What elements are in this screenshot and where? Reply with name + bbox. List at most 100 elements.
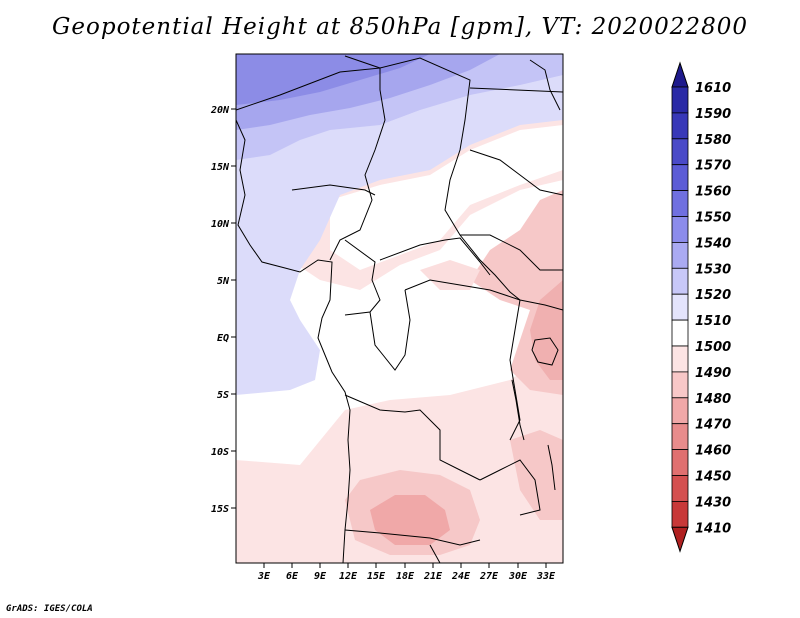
field-1520-band xyxy=(236,54,563,395)
lon-tick: 30E xyxy=(508,563,528,582)
colorbar-swatch xyxy=(671,267,689,295)
lon-label: 27E xyxy=(479,571,499,582)
colorbar-swatch xyxy=(671,423,689,451)
lon-label: 9E xyxy=(314,571,327,582)
colorbar-label: 1490 xyxy=(695,366,731,381)
field-1510-band xyxy=(236,180,563,465)
border-egypt-sudan xyxy=(469,87,563,93)
height-field xyxy=(236,54,563,563)
field-1480-south xyxy=(370,495,450,545)
colorbar-max-arrow xyxy=(671,61,689,88)
colorbar-swatch xyxy=(671,86,689,114)
border-botswana xyxy=(429,544,441,563)
lat-tick: 5S xyxy=(217,390,236,401)
colorbar-label: 1530 xyxy=(695,262,731,277)
lon-label: 30E xyxy=(508,571,528,582)
red-sea-coast xyxy=(529,59,561,111)
lake-malawi xyxy=(547,444,556,491)
field-1510-band-north xyxy=(330,125,563,270)
lon-label: 18E xyxy=(396,571,415,582)
colorbar-label: 1610 xyxy=(695,81,731,96)
colorbar-label: 1520 xyxy=(695,288,731,303)
lat-label: 15N xyxy=(211,162,230,173)
lon-tick: 24E xyxy=(451,563,471,582)
lat-tick: 5N xyxy=(217,276,236,287)
colorbar-label: 1590 xyxy=(695,107,731,122)
border-car xyxy=(379,237,491,276)
lon-tick: 18E xyxy=(396,563,415,582)
lon-label: 6E xyxy=(286,571,299,582)
colorbar-swatch xyxy=(671,190,689,217)
colorbar-label: 1470 xyxy=(695,418,731,433)
colorbar-label: 1430 xyxy=(695,495,731,510)
lat-tick: 10S xyxy=(211,447,236,458)
field-1510-blue-patch xyxy=(236,180,300,260)
border-libya xyxy=(344,55,381,69)
colorbar-label: 1560 xyxy=(695,185,731,200)
border-sahel xyxy=(236,67,386,261)
lon-label: 33E xyxy=(536,571,556,582)
colorbar-label: 1580 xyxy=(695,133,731,148)
lon-axis: 3E 6E 9E 12E 15E 18E 21E 24E 27E 30E 33E xyxy=(257,563,556,582)
colorbar-swatch xyxy=(671,500,689,528)
lon-tick: 6E xyxy=(286,563,299,582)
lat-tick: 15S xyxy=(211,504,236,515)
field-1550-band xyxy=(236,54,430,105)
border-ethiopia xyxy=(469,149,563,196)
lat-label: 5N xyxy=(217,276,230,287)
colorbar-label: 1550 xyxy=(695,211,731,226)
colorbar-swatch xyxy=(671,112,689,140)
lat-label: 10N xyxy=(211,219,230,230)
colorbar-swatch xyxy=(671,319,689,347)
colorbar-label: 1570 xyxy=(695,159,731,174)
lon-label: 24E xyxy=(451,571,471,582)
colorbar-label: 1450 xyxy=(695,470,731,485)
border-drc-east xyxy=(509,299,521,441)
lat-axis: 20N 15N 10N 5N EQ 5S 10S 15S xyxy=(210,105,236,515)
border-uganda xyxy=(519,299,563,311)
border-congo xyxy=(369,289,411,371)
colorbar-swatch xyxy=(671,371,689,399)
colorbar-swatch xyxy=(671,345,689,373)
colorbar-label: 1480 xyxy=(695,392,731,407)
colorbar-min-arrow xyxy=(671,526,689,553)
colorbar-swatch xyxy=(671,164,689,191)
lon-tick: 15E xyxy=(367,563,386,582)
border-zambia xyxy=(479,459,541,516)
lake-victoria xyxy=(531,337,559,366)
border-cameroon xyxy=(344,239,381,316)
lat-tick: 15N xyxy=(211,162,236,173)
lon-tick: 12E xyxy=(339,563,358,582)
borders xyxy=(236,55,563,563)
grads-credit: GrADS: IGES/COLA xyxy=(6,604,93,614)
lon-label: 12E xyxy=(339,571,358,582)
colorbar-label: 1540 xyxy=(695,236,731,251)
lat-label: 15S xyxy=(211,504,229,515)
lon-tick: 21E xyxy=(423,563,443,582)
border-angola xyxy=(344,394,481,481)
field-1490-east-core xyxy=(530,280,563,380)
lake-tanganyika xyxy=(511,379,525,441)
lat-label: 20N xyxy=(210,105,230,116)
colorbar-swatch xyxy=(671,293,689,321)
colorbar-swatch xyxy=(671,397,689,425)
border-sudan xyxy=(460,234,563,271)
border-namibia xyxy=(344,529,481,546)
lon-label: 15E xyxy=(367,571,386,582)
colorbar: 1610 1590 1580 1570 1560 1550 1540 1530 1520 1510… xyxy=(671,61,731,553)
lon-tick: 9E xyxy=(314,563,327,582)
colorbar-swatch xyxy=(671,475,689,502)
map-title: Geopotential Height at 850hPa [gpm], VT:… xyxy=(52,14,748,40)
lon-label: 3E xyxy=(257,571,271,582)
colorbar-swatch xyxy=(671,138,689,166)
lon-tick: 33E xyxy=(536,563,556,582)
lon-tick: 3E xyxy=(257,563,271,582)
border-drc-north xyxy=(404,279,521,301)
colorbar-swatch xyxy=(671,216,689,243)
colorbar-swatch xyxy=(671,241,689,269)
lat-label: 5S xyxy=(217,390,229,401)
lat-tick: 20N xyxy=(210,105,236,116)
map-frame xyxy=(235,53,564,564)
colorbar-swatch xyxy=(671,449,689,476)
